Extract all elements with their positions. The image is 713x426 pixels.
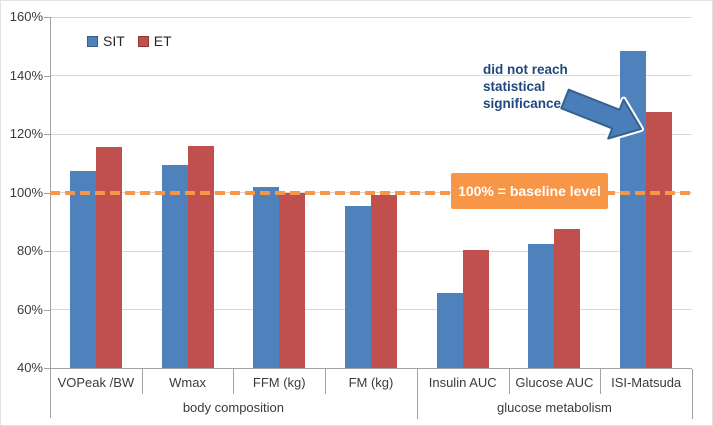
bar-et-4 <box>371 195 397 368</box>
y-gridline <box>50 133 692 135</box>
legend-label: ET <box>153 33 172 49</box>
category-separator <box>233 369 235 394</box>
bar-et-6 <box>554 229 581 368</box>
baseline-label: 100% = baseline level <box>451 173 608 209</box>
category-label: FM (kg) <box>348 375 394 390</box>
bar-et-5 <box>462 249 489 368</box>
legend: SIT ET <box>87 34 172 48</box>
y-tick-label: 160% <box>9 9 43 24</box>
bar-sit-1 <box>69 170 96 368</box>
bar-et-2 <box>187 145 214 368</box>
bar-et-7 <box>646 112 673 368</box>
category-label: FFM (kg) <box>252 375 306 390</box>
legend-swatch-icon <box>137 35 149 47</box>
x-axis-line <box>50 368 692 369</box>
bar-et-3 <box>279 192 306 368</box>
category-label: VOPeak /BW <box>57 375 135 390</box>
y-tick-label: 140% <box>9 67 43 83</box>
axis-group-label: glucose metabolism <box>496 400 612 415</box>
category-separator <box>508 369 510 394</box>
legend-item-et: ET <box>137 33 172 49</box>
y-tick-label: 100% <box>9 184 43 200</box>
y-tick-mark <box>44 17 50 18</box>
bar-sit-4 <box>345 205 371 368</box>
axis-group-label: body composition <box>182 400 284 415</box>
category-label: Wmax <box>169 375 206 390</box>
annotation-line: significance <box>483 96 562 111</box>
category-separator <box>600 369 602 394</box>
legend-item-sit: SIT <box>87 34 125 48</box>
y-tick-mark <box>44 75 50 77</box>
annotation-line: statistical <box>483 79 546 94</box>
category-separator <box>325 369 327 394</box>
y-gridline <box>50 16 692 18</box>
legend-label: SIT <box>103 33 125 49</box>
category-label: ISI-Matsuda <box>611 375 682 390</box>
y-tick-mark <box>44 309 50 311</box>
y-tick-mark <box>44 134 50 135</box>
y-tick-label: 80% <box>16 243 43 258</box>
y-tick-mark <box>44 192 50 194</box>
category-label: Glucose AUC <box>515 375 594 390</box>
legend-swatch-icon <box>87 35 98 47</box>
annotation-line: did not reach <box>483 62 568 77</box>
bar-sit-5 <box>436 293 463 368</box>
category-separator <box>141 369 143 394</box>
y-axis-line <box>50 17 51 418</box>
y-tick-label: 60% <box>16 301 43 317</box>
y-tick-label: 40% <box>16 360 43 375</box>
bar-sit-3 <box>253 186 280 368</box>
group-separator <box>416 369 418 419</box>
y-gridline <box>50 75 692 76</box>
bar-sit-2 <box>161 164 188 368</box>
annotation-text: did not reach statistical significance <box>483 61 568 112</box>
group-separator <box>692 369 693 419</box>
category-label: Insulin AUC <box>428 375 497 390</box>
y-tick-label: 120% <box>9 126 43 141</box>
bar-et-1 <box>95 147 122 368</box>
y-tick-mark <box>44 368 50 369</box>
y-tick-mark <box>44 251 50 252</box>
baseline-dashed-line <box>50 190 692 195</box>
bar-sit-7 <box>620 50 647 368</box>
bar-sit-6 <box>528 243 555 368</box>
